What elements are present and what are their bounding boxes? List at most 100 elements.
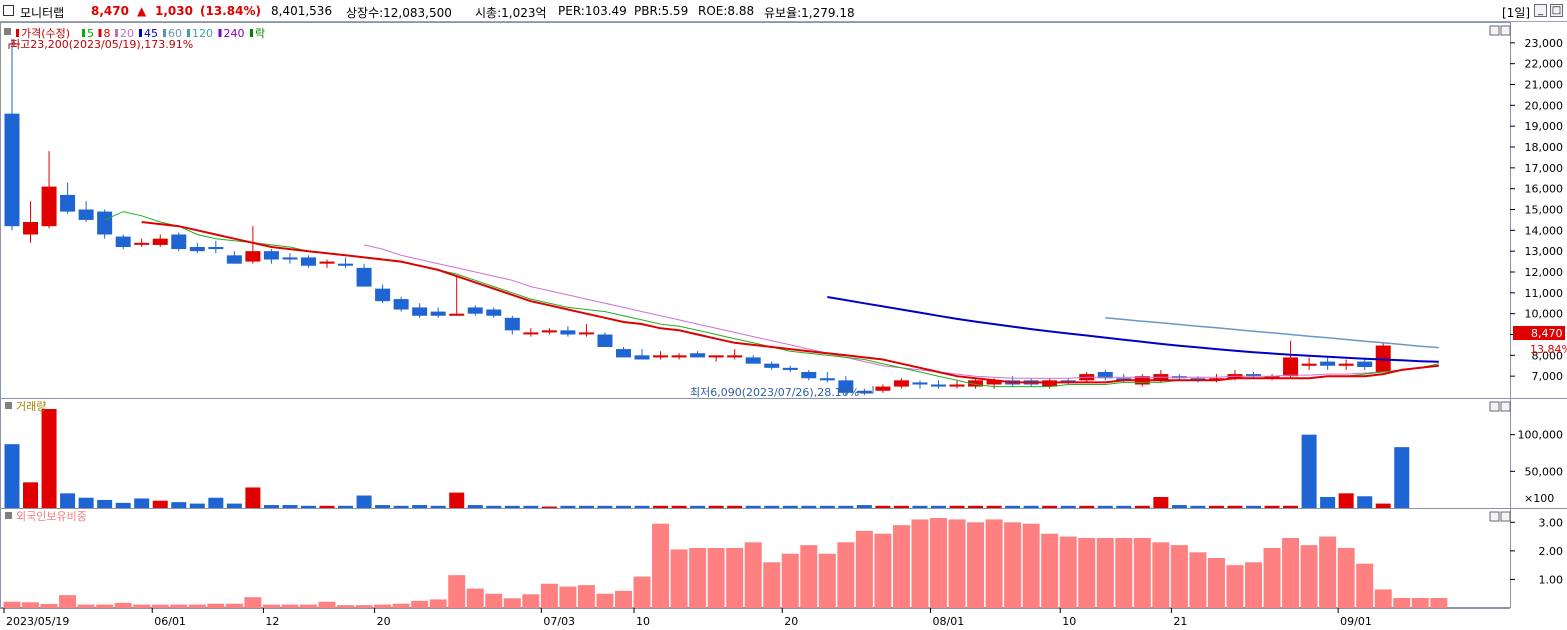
candle-body [430, 311, 446, 316]
volume-bar [1301, 434, 1317, 508]
volume-pane-icon [5, 402, 12, 409]
candle-body [1246, 374, 1262, 377]
foreign-ratio-bar [503, 598, 521, 608]
volume-bar [356, 495, 372, 508]
foreign-ratio-bar [1152, 542, 1170, 608]
candle-body [615, 349, 631, 358]
foreign-ratio-bar [948, 519, 966, 608]
foreign-ratio-bar [689, 548, 707, 608]
price-tick-label: 18,000 [1525, 141, 1564, 154]
volume-bar [1079, 505, 1095, 508]
foreign-ratio-bar [40, 604, 58, 608]
low-annotation-arrow-icon [860, 386, 874, 394]
legend-swatch [218, 29, 222, 37]
foreign-ratio-bar [559, 586, 577, 608]
reserve-ratio: 유보율:1,279.18 [764, 6, 855, 20]
candle-body [1097, 372, 1113, 379]
candle-body [263, 251, 279, 260]
date-tick-label: 08/01 [933, 615, 965, 628]
volume-bar [1246, 505, 1262, 508]
pane-minimize-button [1489, 511, 1500, 522]
volume-bar [690, 505, 706, 508]
candle-body [690, 353, 706, 358]
select-checkbox[interactable] [3, 5, 14, 16]
foreign-ratio-bar [207, 603, 225, 608]
volume-bar [578, 505, 594, 508]
foreign-ratio-bar [837, 542, 855, 608]
candle-body [560, 330, 576, 335]
foreign-ratio-bar [355, 605, 373, 608]
pane-maximize-button [1500, 511, 1511, 522]
candle-body [782, 367, 798, 370]
candle-body [1357, 361, 1373, 367]
price-legend: 가격(수정) 5 8 20 45 60 120 240 락 [4, 27, 265, 40]
volume-bar [764, 505, 780, 508]
volume-bar [97, 499, 113, 508]
candle-body [1190, 378, 1206, 381]
foreign-ratio-bar [577, 585, 595, 608]
candle-body [893, 380, 909, 387]
legend-swatch [115, 29, 118, 37]
legend-swatch [139, 29, 142, 37]
date-tick-label: 20 [784, 615, 798, 628]
volume-bar [671, 505, 687, 508]
candle-body [226, 255, 242, 264]
foreign-ratio-bar [1133, 538, 1151, 608]
price-tick-label: 19,000 [1525, 120, 1564, 133]
candle-body [856, 390, 872, 393]
volume-tick-label: 50,000 [1525, 465, 1564, 478]
foreign-ratio-bar [1319, 536, 1337, 608]
volume-bar [23, 482, 39, 508]
foreign-ratio-bar [614, 590, 632, 608]
foreign-ratio-bar [114, 602, 132, 608]
date-tick-label: 09/01 [1340, 615, 1372, 628]
volume-bar [78, 497, 94, 508]
minimize-button[interactable]: _ [1534, 4, 1547, 17]
legend-label: 8 [104, 27, 111, 40]
volume-bar [60, 493, 76, 508]
candle-body [1116, 378, 1132, 381]
foreign-ratio-bar [1300, 545, 1318, 608]
candle-body [282, 257, 298, 260]
volume-bar [152, 500, 168, 508]
foreign-ratio-bar [1263, 548, 1281, 608]
volume-bar [968, 505, 984, 508]
foreign-ratio-bar [392, 603, 410, 608]
candle-body [23, 222, 39, 235]
foreign-ratio-bar [1078, 538, 1096, 608]
volume-bar [1116, 505, 1132, 508]
volume-bar [189, 503, 205, 508]
volume-bar [856, 505, 872, 508]
legend-label: 60 [168, 27, 182, 40]
foreign-ratio-bar [892, 525, 910, 608]
volume-bar [226, 503, 242, 508]
trading-volume: 8,401,536 [271, 4, 333, 18]
volume-bar [393, 505, 409, 508]
foreign-tick-label: 1.00 [1539, 573, 1564, 586]
pane-minimize-button [1489, 25, 1500, 36]
foreign-tick-label: 3.00 [1539, 516, 1564, 529]
pane-minimize-button [1489, 401, 1500, 412]
foreign-tick-label: 2.00 [1539, 545, 1564, 558]
price-candles [4, 38, 1391, 396]
candle-body [912, 382, 928, 385]
foreign-ratio-bar [170, 604, 188, 608]
date-tick-label: 10 [1062, 615, 1076, 628]
price-tick-label: 14,000 [1525, 224, 1564, 237]
candle-body [968, 380, 984, 387]
candle-body [875, 386, 891, 391]
foreign-ratio-bar [1245, 562, 1263, 608]
price-tick-label: 22,000 [1525, 58, 1564, 71]
candle-body [60, 194, 76, 212]
volume-bar [819, 505, 835, 508]
volume-bar [338, 505, 354, 508]
candle-body [745, 357, 761, 364]
volume-bar [1283, 505, 1299, 508]
ma20-line [363, 244, 1402, 379]
volume-bar [949, 505, 965, 508]
period-selector[interactable]: [1일] [1502, 6, 1531, 20]
maximize-button[interactable]: □ [1550, 4, 1563, 17]
volume-bar [245, 487, 261, 508]
price-change-pct: (13.84%) [200, 4, 261, 18]
candle-body [338, 263, 354, 266]
